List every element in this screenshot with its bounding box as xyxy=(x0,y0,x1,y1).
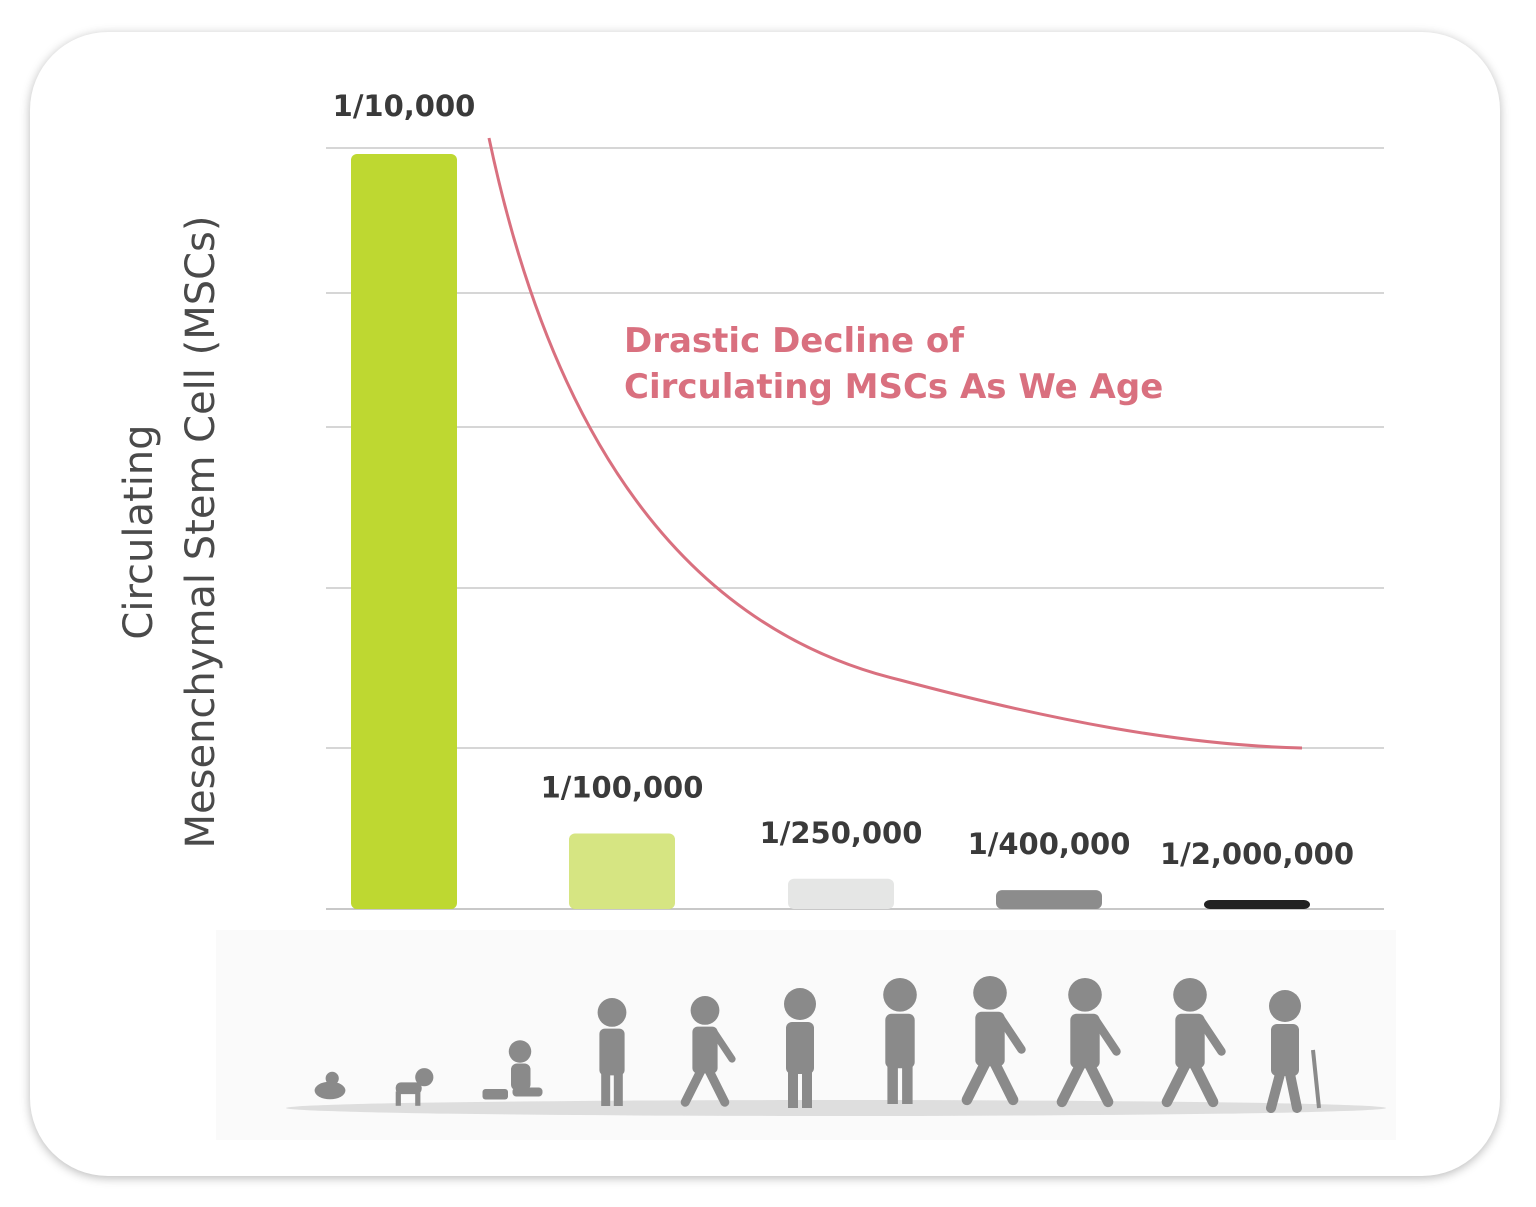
annotation-line2: Circulating MSCs As We Age xyxy=(624,367,1163,407)
sit-body xyxy=(511,1063,531,1091)
value-labels: 1/10,000 1/100,000 1/250,000 1/400,000 1/2,0… xyxy=(333,89,1354,871)
person-silhouette-9 xyxy=(1056,978,1121,1108)
bar-newborn xyxy=(351,154,457,909)
person-silhouette-10 xyxy=(1161,978,1226,1108)
head xyxy=(597,998,627,1027)
arm xyxy=(1091,1015,1121,1056)
value-label-1: 1/10,000 xyxy=(333,89,476,123)
leg-left xyxy=(788,1072,798,1108)
person-silhouette-3 xyxy=(482,1040,543,1100)
arm xyxy=(996,1013,1026,1054)
person-silhouette-7 xyxy=(883,978,917,1104)
person-silhouette-6 xyxy=(784,988,816,1108)
head xyxy=(973,976,1007,1010)
leg-right xyxy=(990,1058,1019,1106)
leg-right xyxy=(1085,1060,1114,1108)
person-silhouette-5 xyxy=(680,996,736,1107)
crawl-head xyxy=(415,1068,434,1087)
leg-left xyxy=(887,1066,898,1104)
sit-head xyxy=(508,1040,532,1063)
head xyxy=(1068,978,1102,1012)
leg-left xyxy=(1056,1060,1085,1108)
leg-left xyxy=(680,1067,705,1107)
person-silhouette-4 xyxy=(597,998,627,1106)
person-silhouette-2 xyxy=(395,1068,434,1106)
torso xyxy=(786,1022,814,1074)
trend-curve-group xyxy=(487,137,1303,750)
ground-shadow xyxy=(286,1100,1386,1116)
leg-right xyxy=(902,1066,913,1104)
value-label-4: 1/400,000 xyxy=(968,827,1131,861)
baby-head xyxy=(325,1071,339,1085)
leg-left xyxy=(1161,1060,1190,1108)
torso xyxy=(885,1013,915,1069)
aging-people-illustration xyxy=(216,930,1396,1140)
crawl-arm xyxy=(415,1091,421,1106)
torso xyxy=(975,1011,1005,1067)
person-silhouette-11 xyxy=(1266,990,1321,1113)
leg-right xyxy=(613,1073,623,1106)
head xyxy=(883,978,917,1012)
cane xyxy=(1311,1049,1321,1109)
bar-teenager xyxy=(569,833,675,909)
leg-left xyxy=(1266,1069,1285,1113)
head xyxy=(1173,978,1207,1012)
torso xyxy=(599,1028,625,1076)
leg-right xyxy=(802,1072,812,1108)
head xyxy=(784,988,816,1020)
value-label-2: 1/100,000 xyxy=(541,771,704,805)
torso xyxy=(1175,1013,1205,1069)
gridlines xyxy=(326,147,1384,749)
arm xyxy=(710,1028,736,1063)
decline-trend-curve xyxy=(487,137,1303,750)
leg-right xyxy=(1285,1069,1302,1113)
crawl-body xyxy=(395,1082,422,1095)
value-label-3: 1/250,000 xyxy=(760,816,923,850)
torso xyxy=(1271,1024,1299,1076)
leg-left xyxy=(961,1058,990,1106)
torso xyxy=(1070,1013,1100,1069)
bars xyxy=(351,154,1310,909)
leg-right xyxy=(1190,1060,1219,1108)
annotation-line1: Drastic Decline of xyxy=(624,321,965,361)
head xyxy=(690,996,720,1025)
crawl-leg xyxy=(395,1091,401,1106)
leg-right xyxy=(705,1067,730,1107)
value-label-5: 1/2,000,000 xyxy=(1160,837,1354,871)
toy-bus xyxy=(482,1089,508,1100)
bar-22-35 xyxy=(788,878,894,909)
person-silhouette-1 xyxy=(314,1071,346,1100)
bar-60-90 xyxy=(1204,900,1310,909)
baby-body xyxy=(314,1081,346,1100)
bar-36-59 xyxy=(996,890,1102,909)
leg-left xyxy=(601,1073,611,1106)
torso xyxy=(692,1026,718,1074)
person-silhouette-8 xyxy=(961,976,1026,1106)
head xyxy=(1269,990,1301,1022)
sit-legs xyxy=(512,1087,543,1097)
arm xyxy=(1196,1015,1226,1056)
